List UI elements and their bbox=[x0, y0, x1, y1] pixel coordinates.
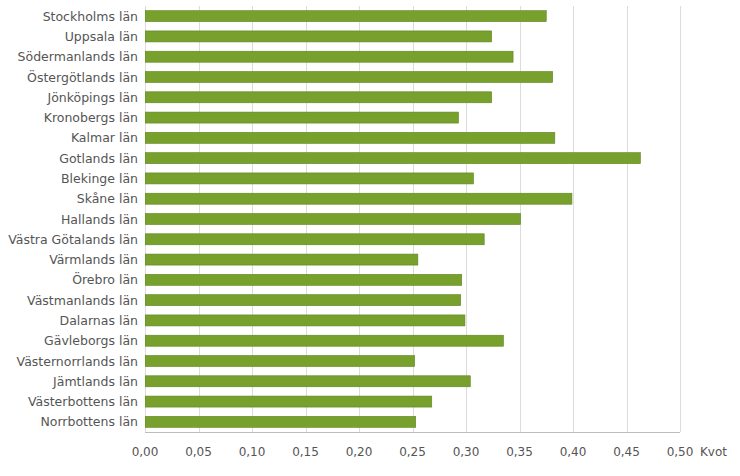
bar bbox=[145, 72, 553, 83]
category-label: Västra Götalands län bbox=[8, 232, 138, 247]
category-label: Jämtlands län bbox=[52, 374, 138, 389]
bar bbox=[145, 173, 473, 184]
bar bbox=[145, 376, 470, 387]
bars bbox=[145, 11, 640, 428]
bar bbox=[145, 416, 416, 427]
category-label: Norrbottens län bbox=[40, 414, 138, 429]
tick-label: 0,00 bbox=[132, 445, 159, 459]
category-label: Stockholms län bbox=[43, 9, 138, 24]
bar bbox=[145, 31, 492, 42]
tick-label: 0,30 bbox=[453, 445, 480, 459]
category-label: Kalmar län bbox=[71, 130, 138, 145]
category-label: Västerbottens län bbox=[28, 394, 138, 409]
category-label: Hallands län bbox=[61, 212, 138, 227]
tick-label: 0,20 bbox=[346, 445, 373, 459]
axis-label: Kvot bbox=[700, 445, 727, 459]
tick-label: 0,05 bbox=[185, 445, 212, 459]
category-label: Uppsala län bbox=[65, 29, 138, 44]
category-label: Västmanlands län bbox=[27, 293, 138, 308]
category-label: Jönköpings län bbox=[46, 90, 138, 105]
bar bbox=[145, 193, 572, 204]
bar bbox=[145, 92, 492, 103]
x-axis-line bbox=[145, 432, 680, 433]
category-label: Skåne län bbox=[77, 191, 138, 206]
category-label: Gävleborgs län bbox=[44, 333, 138, 348]
tick-label: 0,45 bbox=[613, 445, 640, 459]
bar bbox=[145, 295, 461, 306]
bar bbox=[145, 51, 513, 62]
category-label: Kronobergs län bbox=[44, 110, 138, 125]
bar bbox=[145, 234, 484, 245]
bar bbox=[145, 396, 432, 407]
bar bbox=[145, 153, 640, 164]
bar bbox=[145, 335, 503, 346]
bar bbox=[145, 11, 546, 22]
category-labels: Stockholms län Uppsala län Södermanlands l… bbox=[8, 9, 138, 430]
bar bbox=[145, 132, 555, 143]
bar bbox=[145, 356, 415, 367]
tick-label: 0,10 bbox=[239, 445, 266, 459]
category-label: Södermanlands län bbox=[18, 49, 138, 64]
category-label: Blekinge län bbox=[61, 171, 138, 186]
category-label: Västernorrlands län bbox=[17, 354, 138, 369]
tick-label: 0,40 bbox=[560, 445, 587, 459]
category-label: Örebro län bbox=[72, 271, 138, 287]
bar bbox=[145, 274, 462, 285]
bar bbox=[145, 214, 521, 225]
grid-line bbox=[680, 6, 681, 432]
tick-label: 0,35 bbox=[506, 445, 533, 459]
x-tick-labels: 0,00 0,05 0,10 0,15 0,20 0,25 0,30 0,35 0,40 0,45… bbox=[132, 445, 694, 459]
bar bbox=[145, 254, 418, 265]
category-label: Gotlands län bbox=[59, 151, 138, 166]
chart-container: 0,00 0,05 0,10 0,15 0,20 0,25 0,30 0,35 0,40 0,45… bbox=[0, 0, 740, 476]
bar bbox=[145, 315, 465, 326]
bar bbox=[145, 112, 459, 123]
tick-label: 0,15 bbox=[292, 445, 319, 459]
category-label: Dalarnas län bbox=[60, 313, 138, 328]
grid-line bbox=[573, 6, 574, 432]
category-label: Värmlands län bbox=[49, 252, 138, 267]
chart-svg: 0,00 0,05 0,10 0,15 0,20 0,25 0,30 0,35 0,40 0,45… bbox=[0, 0, 740, 476]
tick-label: 0,50 bbox=[667, 445, 694, 459]
grid-line bbox=[627, 6, 628, 432]
grid bbox=[146, 6, 681, 432]
category-label: Östergötlands län bbox=[27, 69, 138, 85]
tick-label: 0,25 bbox=[399, 445, 426, 459]
